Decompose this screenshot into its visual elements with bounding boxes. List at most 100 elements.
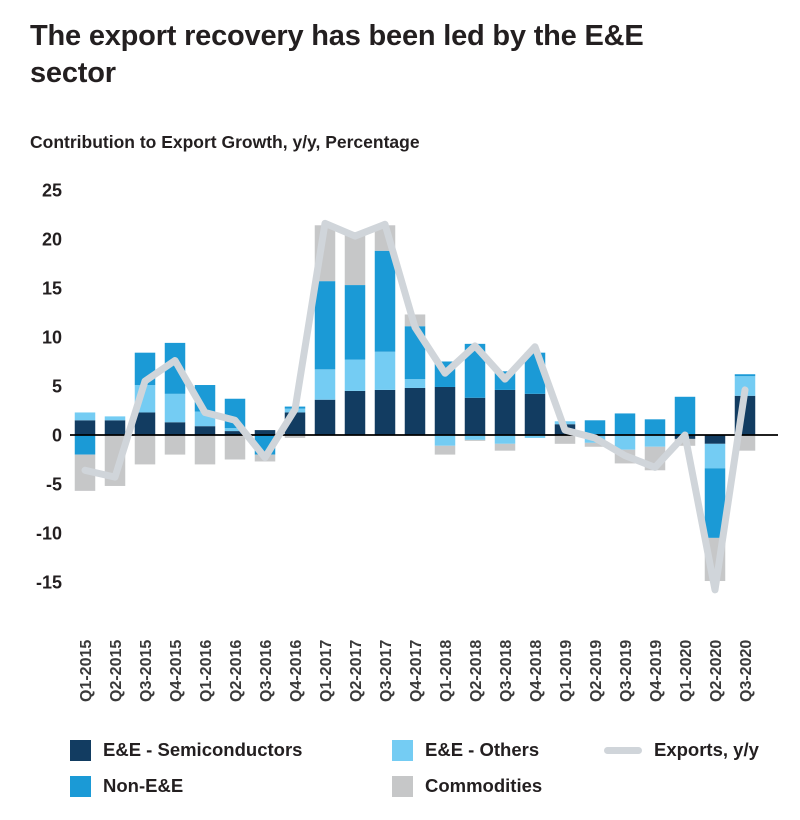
x-axis-tick: Q1-2015 [78,640,95,702]
legend-label: Non-E&E [103,775,184,796]
bar-segment [644,435,666,447]
bar-segment [434,445,456,455]
bar-segment [434,386,456,435]
x-axis-tick: Q2-2016 [228,640,245,702]
bar-segment [74,412,96,421]
x-axis-tick: Q2-2020 [708,640,725,702]
bar-segment [704,435,726,444]
bar-segment [374,389,396,435]
bar-segment [224,435,246,460]
legend-label: E&E - Semiconductors [103,739,303,760]
y-axis-tick: 15 [42,279,62,299]
legend-item-exports-line: Exports, y/y [604,739,786,761]
y-axis-tick: 10 [42,328,62,348]
bar-segment [254,430,276,435]
bar-segment [104,420,126,435]
bar-segment [494,443,516,451]
x-axis-tick: Q4-2019 [648,640,665,702]
x-axis-tick: Q2-2015 [108,640,125,702]
y-axis-tick: 20 [42,230,62,250]
non-ee-swatch-icon [70,775,91,797]
x-axis-tick: Q4-2017 [408,640,425,702]
bar-segment [464,397,486,435]
x-axis-tick: Q1-2019 [558,640,575,702]
legend-label: Commodities [425,775,543,796]
bar-segment [704,443,726,469]
bar-segment [674,396,696,435]
x-axis-tick: Q1-2016 [198,640,215,702]
bar-segment [644,419,666,435]
x-axis-tick: Q3-2016 [258,640,275,702]
chart-subtitle: Contribution to Export Growth, y/y, Perc… [30,132,420,152]
bar-segment [344,285,366,360]
bar-segment [614,435,636,450]
bar-segment [494,389,516,435]
x-axis-tick: Q3-2017 [378,640,395,702]
bar-segment [374,250,396,352]
bar-segment [344,390,366,435]
x-axis-tick: Q3-2019 [618,640,635,702]
bar-segment [434,435,456,446]
x-axis-tick: Q3-2015 [138,640,155,702]
bar-segment [74,435,96,455]
bars-group [74,225,756,582]
y-axis-tick: 25 [42,181,62,201]
y-axis-tick: 0 [52,426,62,446]
bar-segment [284,435,306,438]
bar-segment [134,435,156,465]
chart-canvas: 25 20 15 10 5 0 -5 -10 -15 Q1-2015 Q2-2015 Q3-2015 Q… [36,181,778,702]
bar-segment [314,281,336,370]
chart-title: The export recovery has been led by the … [30,20,644,90]
bar-segment [524,435,546,438]
x-axis-tick: Q2-2018 [468,640,485,702]
bar-segment [164,393,186,423]
x-axis-tick: Q2-2019 [588,640,605,702]
bar-segment [224,428,246,432]
bar-segment [224,431,246,435]
x-axis-tick: Q3-2020 [738,640,755,702]
bar-segment [344,359,366,391]
bar-segment [164,342,186,394]
bar-segment [74,420,96,435]
bar-segment [734,376,756,396]
legend-label: Exports, y/y [654,739,759,760]
semiconductors-swatch-icon [70,739,91,761]
ee-others-swatch-icon [392,739,413,761]
bar-segment [404,379,426,388]
exports-line-swatch-icon [604,746,642,754]
chart-legend: E&E - Semiconductors E&E - Others Export… [70,732,786,804]
bar-segment [614,413,636,435]
y-axis-tick: -5 [46,475,62,495]
legend-item-ee-others: E&E - Others [392,739,604,761]
bar-segment [524,393,546,435]
bar-segment [584,442,606,447]
bar-segment [494,435,516,444]
x-axis-tick: Q2-2017 [348,640,365,702]
x-axis-tick: Q1-2017 [318,640,335,702]
x-axis-tick: Q4-2015 [168,640,185,702]
legend-item-non-ee: Non-E&E [70,775,392,797]
bar-segment [194,435,216,465]
bar-segment [704,468,726,538]
bar-segment [164,435,186,455]
legend-item-commodities: Commodities [392,775,604,797]
bar-segment [194,426,216,435]
legend-item-semiconductors: E&E - Semiconductors [70,739,392,761]
bar-segment [554,435,576,444]
bar-segment [104,416,126,421]
x-axis-tick: Q3-2018 [498,640,515,702]
bar-segment [344,235,366,286]
bar-segment [464,343,486,398]
y-axis-tick: -10 [36,524,62,544]
bar-segment [314,369,336,400]
legend-label: E&E - Others [425,739,540,760]
bar-segment [734,374,756,377]
bar-segment [314,399,336,435]
bar-segment [404,387,426,435]
x-axis-tick: Q1-2018 [438,640,455,702]
x-axis-tick: Q4-2018 [528,640,545,702]
exports-line [81,219,749,594]
bar-segment [164,422,186,435]
bar-segment [134,412,156,435]
bar-segment [464,435,486,440]
